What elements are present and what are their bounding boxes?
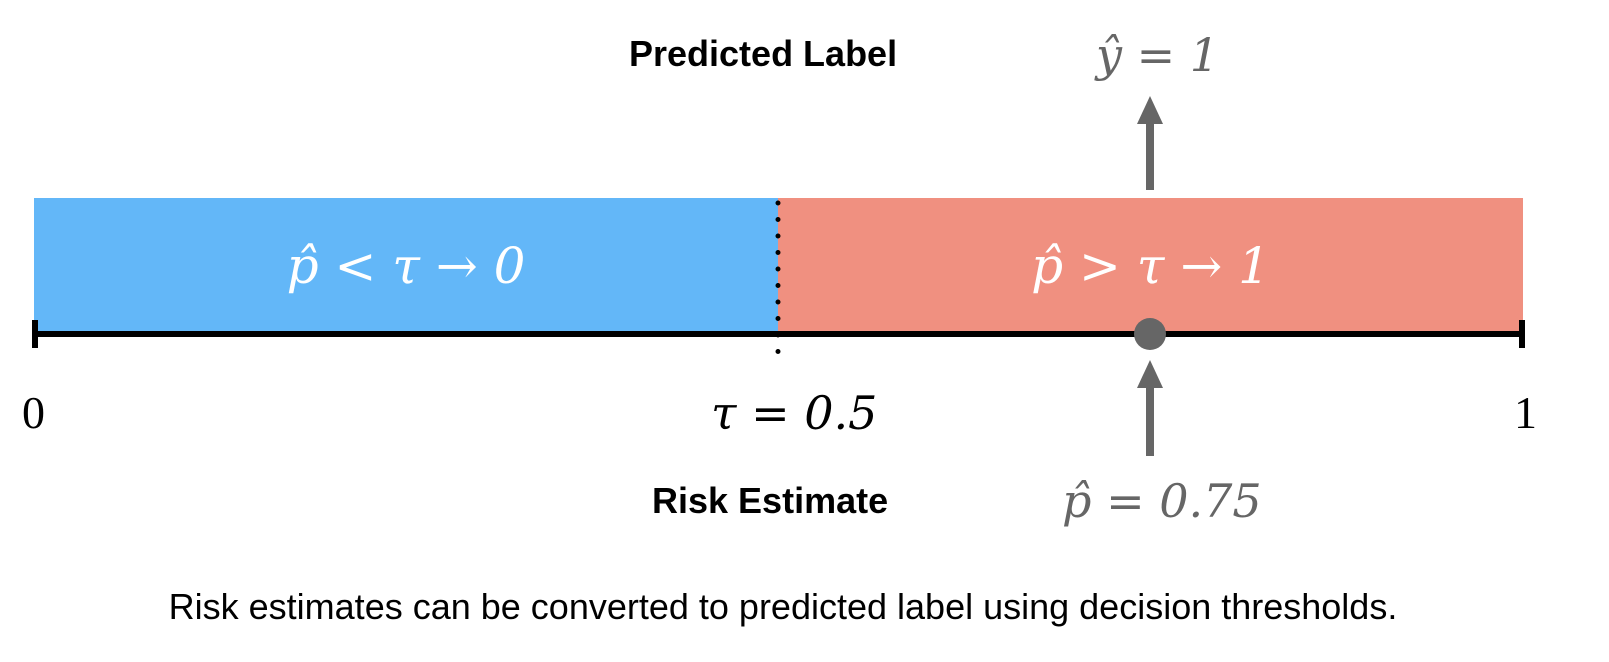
arrow-up-icon: [1137, 360, 1163, 456]
region-above-label: p̂ > τ → 1: [1031, 236, 1270, 295]
region-below-threshold: p̂ < τ → 0: [34, 198, 778, 333]
figure-caption: Risk estimates can be converted to predi…: [168, 586, 1398, 627]
risk-estimate-heading: Risk Estimate: [652, 480, 889, 521]
predicted-label-heading: Predicted Label: [629, 33, 898, 74]
risk-estimate-value: p̂ = 0.75: [1062, 474, 1262, 528]
arrow-up-icon: [1137, 96, 1163, 190]
predicted-label-value: ŷ = 1: [1096, 28, 1220, 82]
region-below-label: p̂ < τ → 0: [286, 236, 526, 295]
tick-label-min: 0: [22, 387, 45, 438]
region-above-threshold: p̂ > τ → 1: [778, 198, 1523, 333]
tick-label-max: 1: [1514, 387, 1537, 438]
tick-label-threshold: τ = 0.5: [711, 386, 878, 440]
circle-marker-icon: [1134, 318, 1166, 350]
